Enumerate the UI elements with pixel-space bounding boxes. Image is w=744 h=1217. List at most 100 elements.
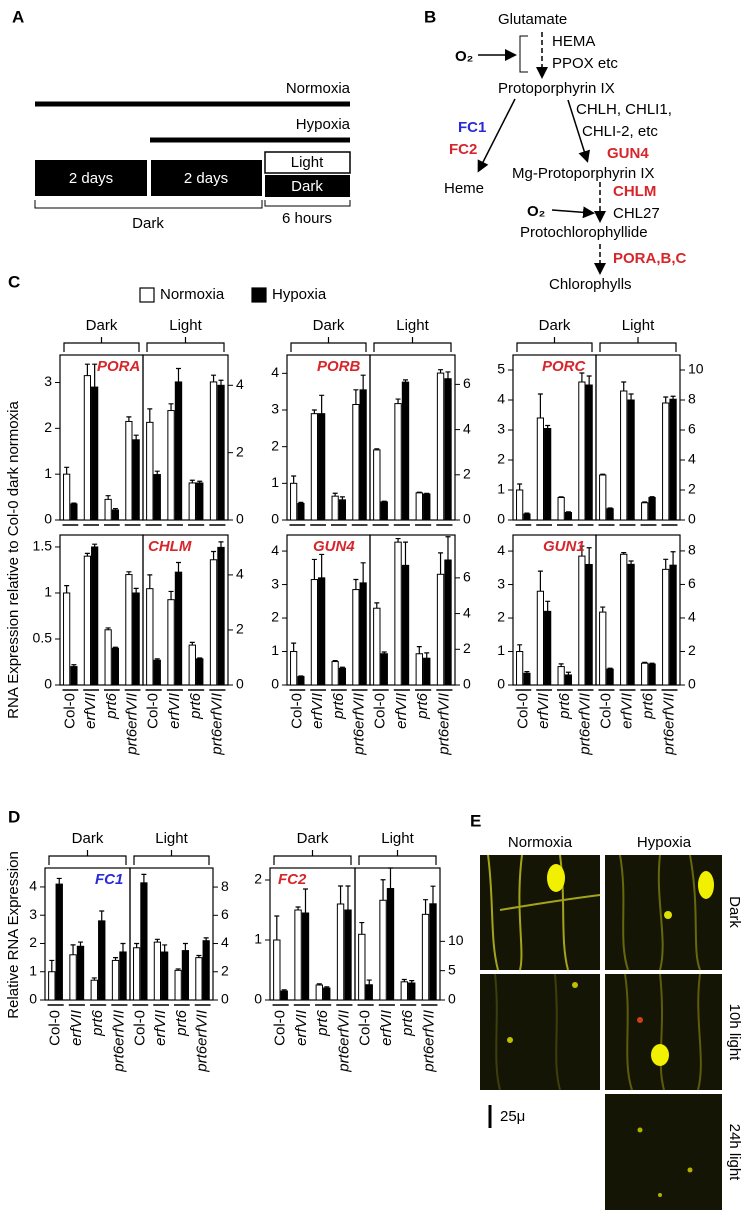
legend-swatch xyxy=(251,287,267,303)
bar xyxy=(91,546,99,686)
y-tick-label: 3 xyxy=(271,575,279,591)
y-axis-label: Relative RNA Expression xyxy=(5,851,22,1019)
x-tick-label: erfVII xyxy=(309,693,326,729)
error-bar xyxy=(381,500,387,502)
group-bracket xyxy=(358,850,437,865)
group-label: Dark xyxy=(539,317,571,334)
normoxia-label: Normoxia xyxy=(286,80,351,97)
error-bar xyxy=(189,641,195,646)
oxygen: O₂ xyxy=(527,203,545,220)
error-bar xyxy=(295,906,301,910)
x-tick-label: erfVII xyxy=(293,1010,310,1046)
bar xyxy=(195,957,203,1001)
y2-tick-label: 10 xyxy=(688,361,704,377)
plot-frame xyxy=(369,534,456,686)
y2-tick-label: 0 xyxy=(236,511,244,527)
x-tick-label: prt6 xyxy=(556,692,573,720)
bar xyxy=(386,888,395,1001)
error-bar xyxy=(642,501,648,503)
error-bar xyxy=(424,652,430,659)
y2-tick-label: 0 xyxy=(463,676,471,692)
error-bar xyxy=(71,502,77,504)
arrow xyxy=(551,206,595,219)
bar xyxy=(104,629,112,686)
error-bar xyxy=(353,389,359,405)
error-bar xyxy=(380,879,386,901)
x-tick-label: prt6 xyxy=(399,1009,416,1037)
error-bar xyxy=(175,367,181,382)
y-tick-label: 0 xyxy=(44,511,52,527)
bar xyxy=(578,381,586,521)
error-bar xyxy=(147,408,153,423)
bar xyxy=(297,676,305,686)
error-bar xyxy=(579,545,585,557)
hours-label: 6 hours xyxy=(282,210,332,227)
micrograph-detail xyxy=(572,982,578,988)
plot-frame xyxy=(595,354,681,521)
error-bar xyxy=(642,661,648,664)
error-bar xyxy=(339,496,345,500)
bar xyxy=(111,647,120,686)
bar xyxy=(516,651,524,686)
y-tick-label: 4 xyxy=(497,391,505,407)
gene-label: CHLM xyxy=(148,538,192,555)
bar xyxy=(111,509,120,521)
bar xyxy=(83,555,92,686)
bar xyxy=(153,659,161,686)
error-bar xyxy=(360,374,366,390)
bar xyxy=(408,982,416,1001)
error-bar xyxy=(579,372,585,382)
bar xyxy=(217,546,225,686)
bracket xyxy=(264,200,351,207)
bar xyxy=(394,541,402,686)
dark-span-label: Dark xyxy=(132,215,164,232)
bar xyxy=(606,508,614,521)
y-tick-label: 2 xyxy=(254,871,262,887)
bar xyxy=(365,984,373,1001)
bar xyxy=(132,439,140,521)
bar xyxy=(140,882,148,1001)
error-bar xyxy=(154,470,160,475)
bar xyxy=(83,375,92,521)
error-bar xyxy=(56,877,62,885)
error-bar xyxy=(64,466,70,475)
arrow xyxy=(567,99,591,163)
bar xyxy=(606,668,614,686)
bracket xyxy=(519,35,528,73)
row-label: 24h light xyxy=(726,1124,743,1182)
panel-label: B xyxy=(424,7,436,26)
bar xyxy=(91,386,99,521)
y-tick-label: 0 xyxy=(271,511,279,527)
scale-label: 25μ xyxy=(500,1108,525,1125)
micrograph-detail xyxy=(637,1017,643,1023)
bar xyxy=(290,651,298,686)
x-tick-label: prt6erfVII xyxy=(435,693,452,756)
enzyme: CHLI-2, etc xyxy=(582,123,658,140)
x-tick-label: prt6 xyxy=(639,692,656,720)
error-bar xyxy=(360,562,366,583)
gene-label: GUN4 xyxy=(313,538,355,555)
gene-label: GUN1 xyxy=(543,538,585,555)
bar xyxy=(401,564,410,686)
error-bar xyxy=(402,379,408,383)
error-bar xyxy=(600,473,606,475)
x-tick-label: erfVII xyxy=(166,693,183,729)
bar xyxy=(536,417,545,521)
error-bar xyxy=(416,491,422,493)
y2-tick-label: 8 xyxy=(688,391,696,407)
group-bracket xyxy=(599,337,677,352)
error-bar xyxy=(281,989,287,991)
error-bar xyxy=(395,537,401,543)
error-bar xyxy=(71,664,77,667)
bar xyxy=(315,984,323,1001)
node: Mg-Protoporphyrin IX xyxy=(512,165,655,182)
error-bar xyxy=(424,492,430,495)
error-bar xyxy=(374,448,380,450)
panel-label: D xyxy=(8,807,20,826)
error-bar xyxy=(359,921,365,935)
error-bar xyxy=(409,980,415,983)
error-bar xyxy=(565,671,571,675)
bar xyxy=(297,503,305,521)
y-tick-label: 1 xyxy=(29,962,37,978)
bar xyxy=(310,579,319,686)
